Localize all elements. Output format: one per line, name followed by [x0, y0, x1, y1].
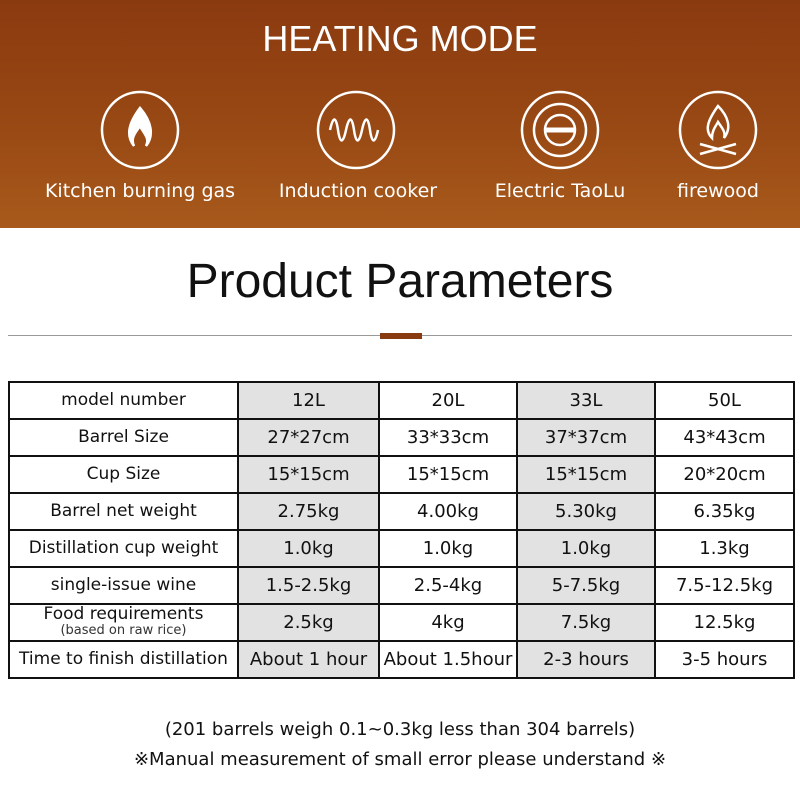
note: (201 barrels weigh 0.1~0.3kg less than 3…	[164, 719, 636, 740]
parameter-table: model number 12L 20L 33L 50L Barrel Size 27*27…	[8, 381, 795, 679]
row-label-text: Barrel Size	[78, 427, 169, 447]
cell: 1.0kg	[378, 529, 518, 568]
mode-label: Electric TaoLu	[494, 180, 626, 202]
mode-label: Induction cooker	[278, 180, 438, 202]
cell: 3-5 hours	[654, 640, 795, 679]
cell: 2.5-4kg	[378, 566, 518, 605]
header-cell: 50L	[654, 381, 795, 420]
cell: 20*20cm	[654, 455, 795, 494]
banner-title: HEATING MODE	[262, 18, 538, 59]
row-label: Time to finish distillation	[8, 640, 239, 679]
cell: 12.5kg	[654, 603, 795, 642]
header-cell: model number	[8, 381, 239, 420]
cell: 15*15cm	[237, 455, 380, 494]
cell: About 1.5hour	[378, 640, 518, 679]
cell: 5.30kg	[516, 492, 656, 531]
row-label-text: Barrel net weight	[50, 501, 197, 521]
cell: About 1 hour	[237, 640, 380, 679]
cell: 7.5kg	[516, 603, 656, 642]
header-cell: 20L	[378, 381, 518, 420]
row-label: Cup Size	[8, 455, 239, 494]
cell: 37*37cm	[516, 418, 656, 457]
electric-icon	[520, 90, 600, 170]
row-label: single-issue wine	[8, 566, 239, 605]
cell: 2-3 hours	[516, 640, 656, 679]
table-row: Distillation cup weight 1.0kg 1.0kg 1.0kg 1.…	[8, 529, 795, 568]
cell: 6.35kg	[654, 492, 795, 531]
induction-icon	[316, 90, 396, 170]
row-sublabel: (based on raw rice)	[60, 623, 187, 638]
table-row: Cup Size 15*15cm 15*15cm 15*15cm 20*20cm	[8, 455, 795, 494]
cell: 7.5-12.5kg	[654, 566, 795, 605]
section-title: Product Parameters	[186, 255, 614, 308]
row-label: Food requirements (based on raw rice)	[8, 603, 239, 642]
cell: 15*15cm	[516, 455, 656, 494]
cell: 4kg	[378, 603, 518, 642]
gas-icon	[100, 90, 180, 170]
table-row: Time to finish distillation About 1 hour A…	[8, 640, 795, 679]
row-label-text: Time to finish distillation	[19, 649, 228, 669]
header-cell: 33L	[516, 381, 656, 420]
table-row: single-issue wine 1.5-2.5kg 2.5-4kg 5-7.5kg…	[8, 566, 795, 605]
firewood-icon	[678, 90, 758, 170]
header-row: model number 12L 20L 33L 50L	[8, 381, 795, 420]
cell: 1.3kg	[654, 529, 795, 568]
row-label: Distillation cup weight	[8, 529, 239, 568]
row-label-text: Cup Size	[86, 464, 161, 484]
cell: 4.00kg	[378, 492, 518, 531]
row-label-text: Distillation cup weight	[28, 538, 219, 558]
cell: 1.0kg	[516, 529, 656, 568]
row-label: Barrel net weight	[8, 492, 239, 531]
cell: 43*43cm	[654, 418, 795, 457]
divider-accent	[380, 333, 422, 339]
table-row: Food requirements (based on raw rice) 2.5k…	[8, 603, 795, 642]
cell: 5-7.5kg	[516, 566, 656, 605]
cell: 1.5-2.5kg	[237, 566, 380, 605]
table-row: Barrel Size 27*27cm 33*33cm 37*37cm 43*43cm	[8, 418, 795, 457]
row-label: Barrel Size	[8, 418, 239, 457]
icons	[100, 90, 758, 170]
mode-label: Kitchen burning gas	[44, 180, 236, 202]
cell: 2.5kg	[237, 603, 380, 642]
cell: 27*27cm	[237, 418, 380, 457]
table-row: Barrel net weight 2.75kg 4.00kg 5.30kg 6.35k…	[8, 492, 795, 531]
cell: 2.75kg	[237, 492, 380, 531]
row-label-text: single-issue wine	[50, 575, 197, 595]
cell: 33*33cm	[378, 418, 518, 457]
banner: HEATING MODE Kitchen burning gas Inductio…	[0, 0, 800, 228]
cell: 15*15cm	[378, 455, 518, 494]
cell: 1.0kg	[237, 529, 380, 568]
header-cell: 12L	[237, 381, 380, 420]
row-label-text: Food requirements	[43, 604, 204, 624]
mode-label: firewood	[677, 180, 759, 202]
note: ※Manual measurement of small error pleas…	[133, 749, 667, 770]
